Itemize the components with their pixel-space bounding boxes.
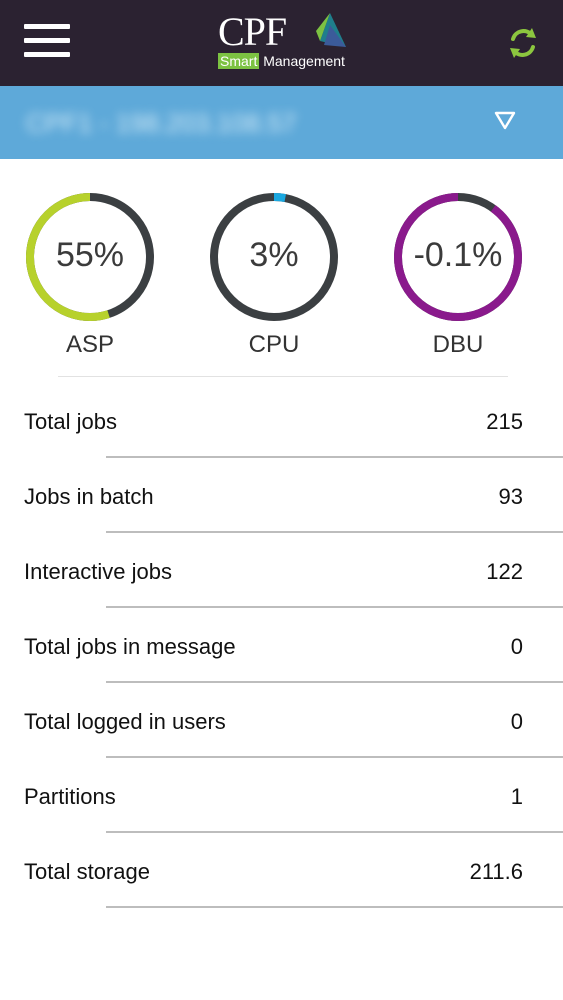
logo-subtitle: Smart Management: [218, 53, 345, 69]
stat-row-jobs-in-batch: Jobs in batch 93: [0, 467, 563, 542]
stat-row-total-jobs: Total jobs 215: [0, 392, 563, 467]
stat-label: Jobs in batch: [24, 484, 154, 509]
cpu-gauge-label: CPU: [248, 331, 300, 358]
dbu-gauge-ring: [394, 193, 522, 321]
hamburger-menu-icon[interactable]: [24, 24, 70, 58]
asp-gauge-ring: [26, 193, 154, 321]
stat-value: 122: [486, 559, 523, 584]
stat-label: Total jobs: [24, 409, 117, 434]
menu-bar: [24, 52, 70, 57]
refresh-icon[interactable]: [505, 25, 541, 61]
row-divider: [106, 906, 563, 908]
stat-label: Total logged in users: [24, 709, 226, 734]
triangle-down-icon[interactable]: [494, 110, 516, 130]
stat-row-total-storage: Total storage 211.6: [0, 842, 563, 917]
stat-label: Total storage: [24, 859, 150, 884]
stat-row-total-logged-in-users: Total logged in users 0: [0, 692, 563, 767]
system-selector-value: CPF1 - 198.203.108.57: [26, 108, 297, 138]
stat-value: 0: [510, 634, 523, 659]
stat-label: Interactive jobs: [24, 559, 172, 584]
stat-value: 93: [498, 484, 523, 509]
row-divider: [106, 606, 563, 608]
stat-value: 1: [510, 784, 523, 809]
cpu-gauge: 3% CPU: [207, 190, 341, 366]
asp-gauge-label: ASP: [65, 331, 115, 358]
logo-mark-icon: [316, 13, 346, 47]
dbu-gauge-value: -0.1%: [413, 236, 503, 274]
logo-text: CPF: [218, 9, 287, 54]
system-selector-dropdown[interactable]: CPF1 - 198.203.108.57: [0, 86, 563, 159]
asp-gauge-value: 55%: [55, 236, 125, 274]
menu-bar: [24, 24, 70, 29]
row-divider: [106, 681, 563, 683]
menu-bar: [24, 38, 70, 43]
logo-subtitle-highlight: Smart: [218, 53, 260, 69]
stat-row-partitions: Partitions 1: [0, 767, 563, 842]
stat-label: Partitions: [24, 784, 116, 809]
gauge-arc: [210, 193, 338, 321]
row-divider: [106, 756, 563, 758]
stat-value: 211.6: [469, 859, 523, 884]
dbu-gauge-label: DBU: [432, 331, 484, 358]
row-divider: [106, 831, 563, 833]
cpu-gauge-value: 3%: [249, 236, 299, 274]
row-divider: [106, 456, 563, 458]
app-logo: CPF Smart Management: [216, 8, 356, 72]
gauge-arc: [26, 193, 154, 321]
dbu-gauge: -0.1% DBU: [391, 190, 525, 366]
gauge-arc: [394, 193, 522, 321]
cpu-gauge-ring: [210, 193, 338, 321]
divider: [58, 376, 508, 377]
stat-row-total-jobs-in-message: Total jobs in message 0: [0, 617, 563, 692]
stat-value: 0: [510, 709, 523, 734]
stat-label: Total jobs in message: [24, 634, 236, 659]
row-divider: [106, 531, 563, 533]
app-header: CPF Smart Management: [0, 0, 563, 86]
asp-gauge: 55% ASP: [23, 190, 157, 366]
logo-subtitle-rest: Management: [259, 53, 345, 69]
stat-row-interactive-jobs: Interactive jobs 122: [0, 542, 563, 617]
stat-value: 215: [486, 409, 523, 434]
